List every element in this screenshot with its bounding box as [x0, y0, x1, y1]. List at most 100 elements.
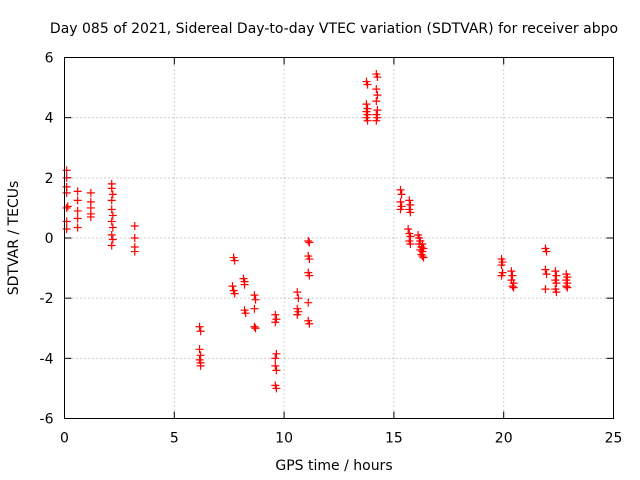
- x-tick-label: 10: [275, 431, 293, 447]
- data-point: [107, 241, 116, 250]
- data-point: [552, 271, 561, 280]
- data-point: [107, 205, 116, 214]
- data-point: [130, 234, 139, 242]
- data-point: [271, 310, 280, 319]
- data-point: [62, 224, 71, 233]
- data-point: [418, 252, 427, 261]
- data-point: [250, 322, 259, 331]
- data-point: [73, 214, 82, 223]
- data-point: [251, 295, 260, 304]
- data-point: [251, 324, 260, 333]
- data-point: [507, 267, 516, 276]
- y-tick-label: -2: [40, 291, 54, 307]
- data-point: [230, 289, 239, 298]
- data-point: [230, 256, 239, 265]
- x-tick-label: 25: [605, 431, 623, 447]
- x-tick-label: 15: [385, 431, 403, 447]
- data-point: [563, 283, 572, 292]
- data-point: [73, 187, 82, 196]
- data-point: [363, 80, 372, 89]
- data-point: [372, 97, 381, 106]
- data-point: [62, 173, 71, 182]
- data-point: [196, 351, 205, 360]
- data-point: [406, 200, 415, 209]
- plot-frame: [64, 57, 614, 419]
- data-point: [418, 240, 427, 249]
- data-point: [107, 196, 116, 205]
- data-point: [508, 271, 517, 280]
- data-point: [373, 91, 382, 100]
- data-point: [541, 265, 550, 274]
- data-point: [373, 106, 382, 115]
- data-point: [551, 267, 560, 276]
- y-tick-labels: -6 -4 -2 0 2 4 6: [40, 51, 54, 428]
- data-point: [293, 288, 302, 297]
- data-point: [294, 294, 303, 303]
- y-tick-label: -6: [40, 412, 54, 428]
- data-point: [373, 73, 382, 82]
- data-point: [107, 230, 116, 239]
- data-point: [107, 184, 116, 193]
- data-point: [62, 166, 71, 175]
- y-tick-label: 4: [45, 111, 54, 127]
- data-point: [405, 196, 414, 205]
- data-points: [62, 70, 572, 393]
- data-point: [272, 349, 281, 358]
- data-point: [552, 288, 561, 297]
- data-point: [305, 238, 314, 247]
- x-tick-labels: 0 5 10 15 20 25: [60, 431, 622, 447]
- data-point: [304, 237, 313, 246]
- x-tick-label: 5: [170, 431, 179, 447]
- data-point: [250, 304, 259, 313]
- data-point: [406, 232, 415, 241]
- data-point: [86, 188, 95, 197]
- data-point: [271, 318, 280, 327]
- data-point: [362, 100, 371, 109]
- data-point: [396, 185, 405, 194]
- data-point: [372, 116, 381, 125]
- x-tick-label: 0: [60, 431, 69, 447]
- data-point: [62, 203, 71, 212]
- data-point: [195, 345, 204, 354]
- data-point: [250, 291, 259, 300]
- y-tick-label: -4: [40, 351, 54, 367]
- data-point: [272, 366, 281, 375]
- data-point: [497, 271, 506, 280]
- data-point: [509, 283, 518, 292]
- data-point: [419, 253, 428, 262]
- data-point: [419, 244, 428, 253]
- data-point: [108, 223, 117, 232]
- data-point: [406, 208, 415, 217]
- chart-title: Day 085 of 2021, Sidereal Day-to-day VTE…: [50, 21, 618, 37]
- data-point: [195, 322, 204, 331]
- data-point: [372, 85, 381, 94]
- data-point: [404, 224, 413, 233]
- y-axis-label: SDTVAR / TECUs: [6, 181, 22, 296]
- data-point: [271, 354, 280, 363]
- y-tick-label: 0: [45, 231, 54, 247]
- data-point: [73, 223, 82, 232]
- data-point: [397, 190, 406, 199]
- data-point: [107, 217, 116, 226]
- data-point: [86, 212, 95, 221]
- grid-lines: [64, 57, 614, 419]
- data-point: [271, 361, 280, 370]
- x-tick-label: 20: [495, 431, 513, 447]
- data-point: [305, 271, 314, 280]
- data-point: [108, 235, 117, 244]
- y-tick-label: 2: [45, 171, 54, 187]
- axis-ticks: [64, 57, 614, 419]
- data-point: [241, 309, 250, 318]
- data-point: [304, 298, 313, 307]
- data-point: [293, 310, 302, 319]
- data-point: [562, 282, 571, 291]
- x-axis-label: GPS time / hours: [275, 458, 392, 474]
- data-point: [305, 255, 314, 264]
- data-point: [228, 282, 237, 291]
- data-point: [542, 247, 551, 256]
- data-point: [541, 285, 550, 294]
- data-point: [396, 197, 405, 206]
- data-point: [396, 205, 405, 214]
- data-point: [73, 196, 82, 205]
